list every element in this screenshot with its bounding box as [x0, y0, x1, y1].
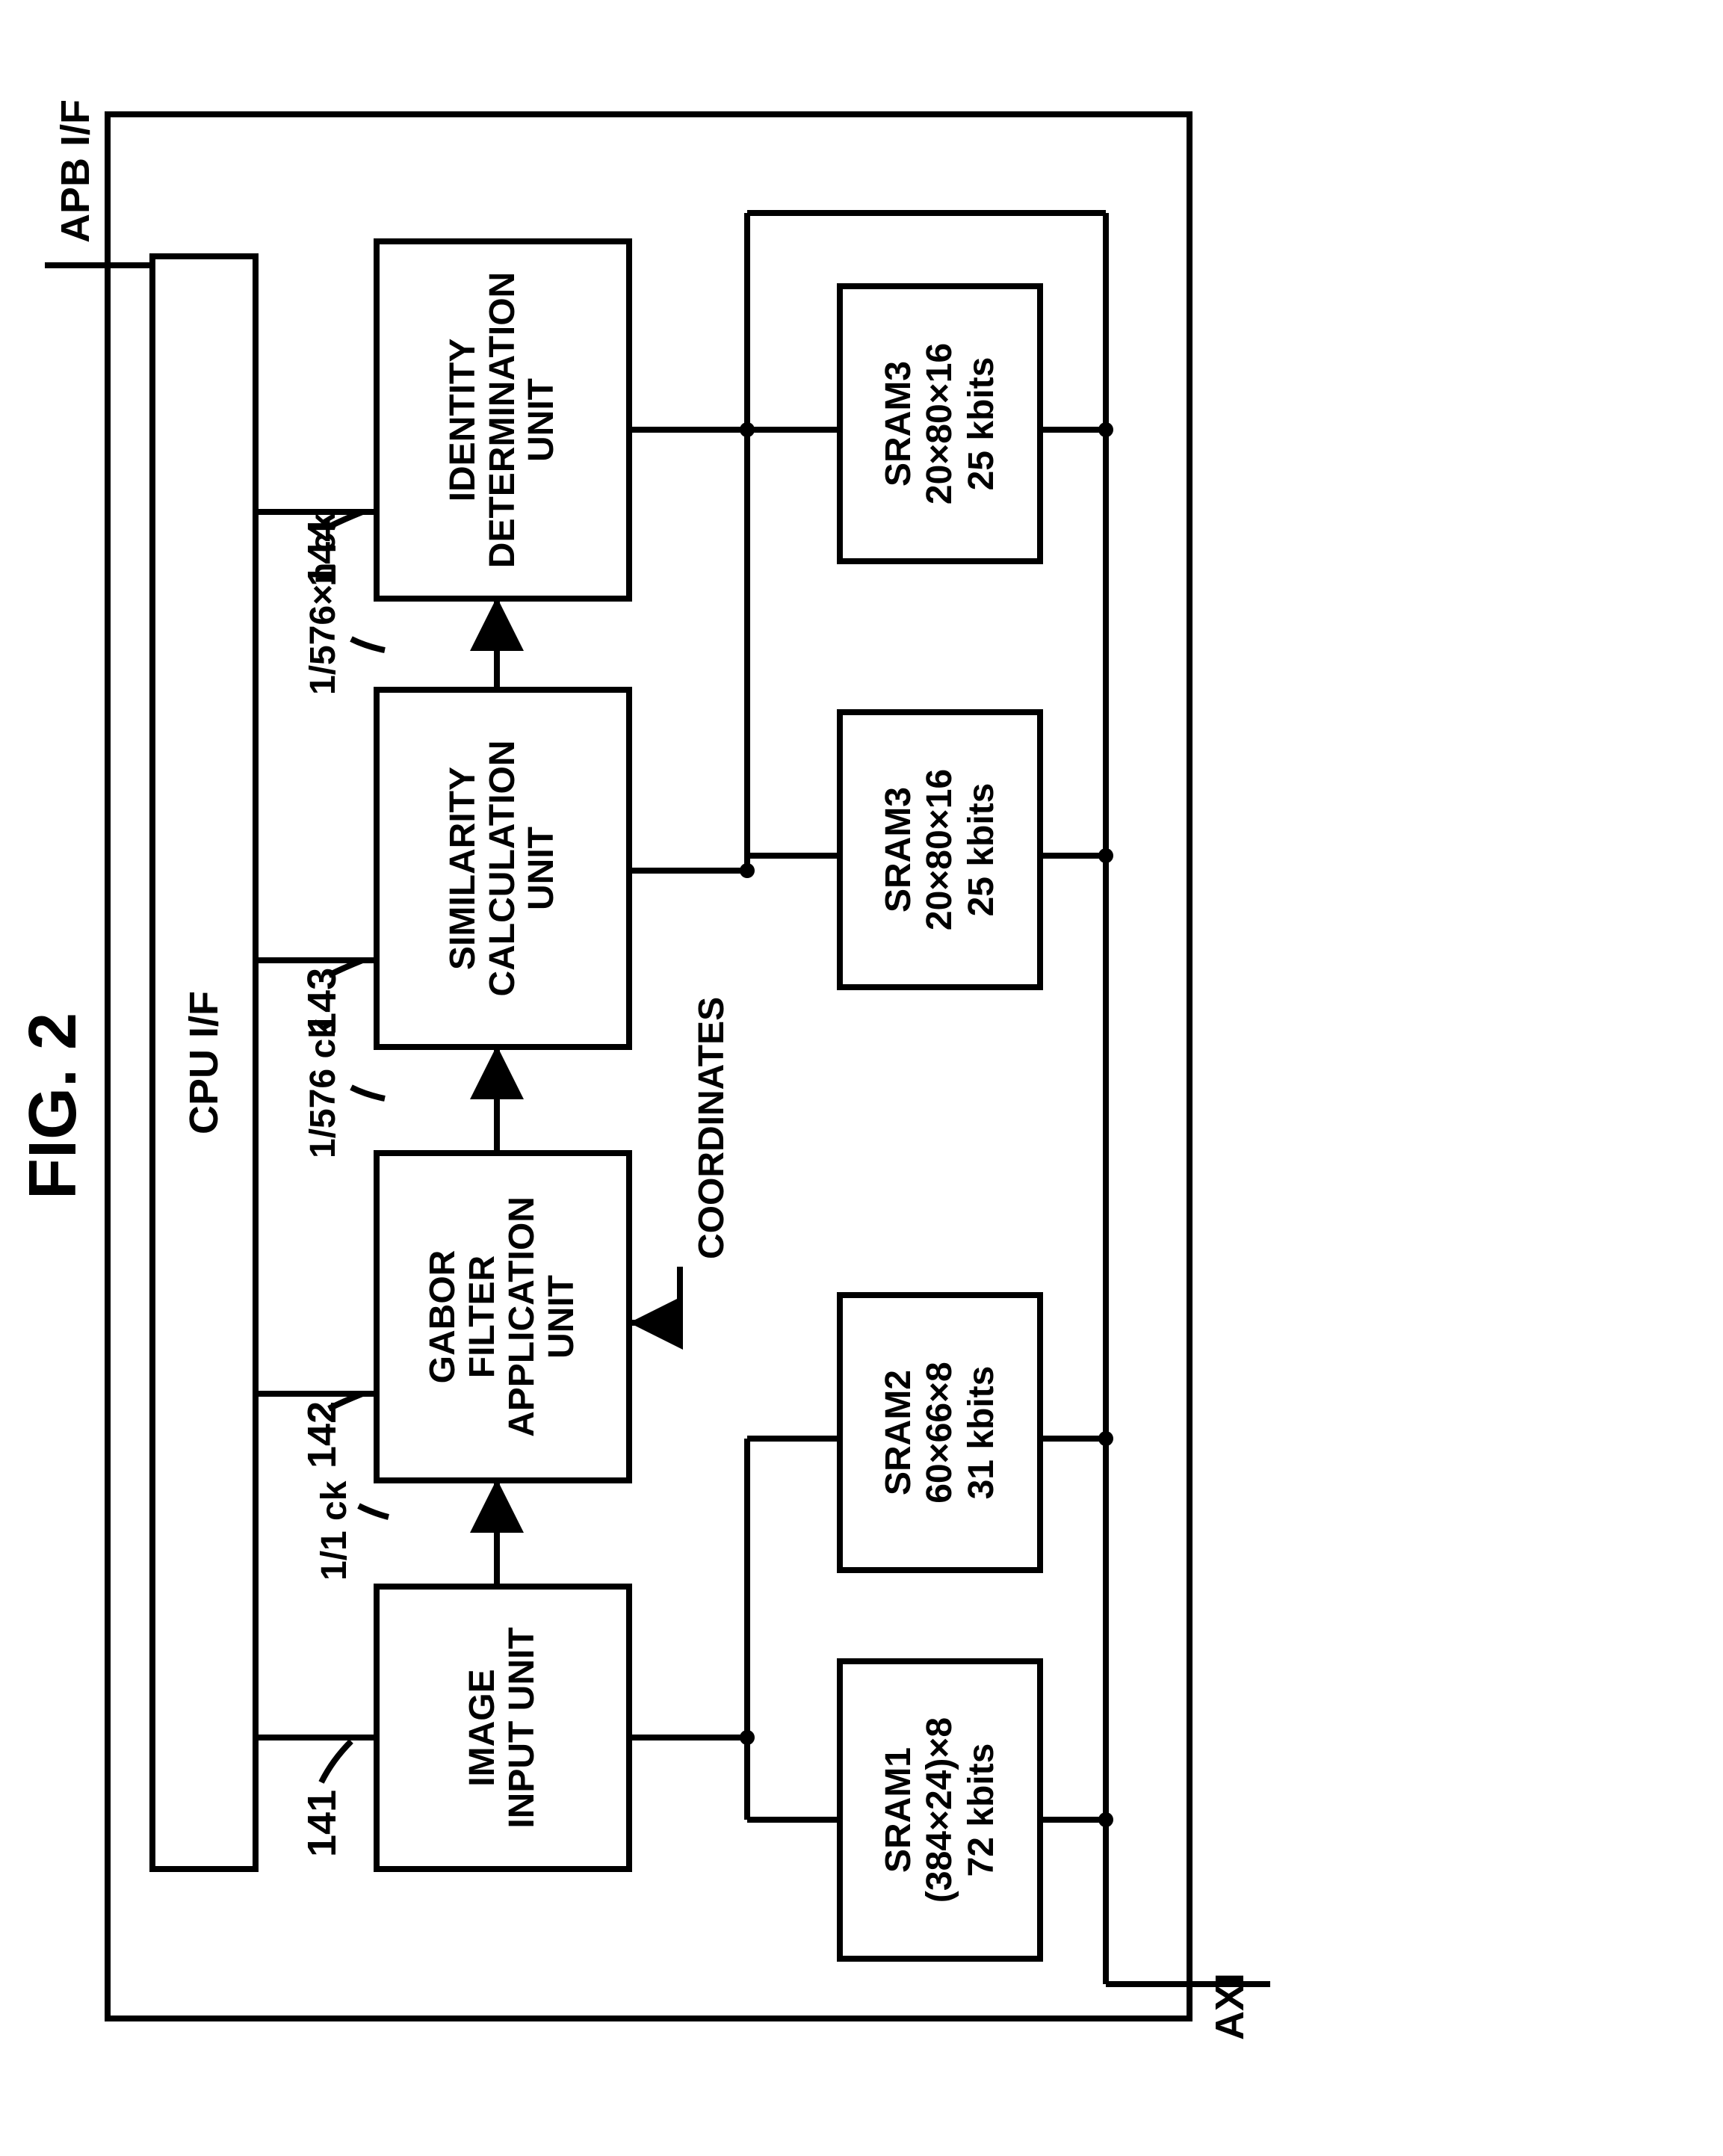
- sram1-block: SRAM1 (384×24)×8 72 kbits: [837, 1658, 1043, 1962]
- sram4-dims: 20×80×16: [919, 343, 960, 504]
- clock-1-576n: 1/576×n ck: [303, 513, 344, 695]
- axi-port-label: AXI: [1207, 1973, 1253, 2040]
- coordinates-label: COORDINATES: [691, 997, 732, 1259]
- sram1-name: SRAM1: [878, 1747, 919, 1873]
- image-input-unit: IMAGE INPUT UNIT: [374, 1584, 632, 1872]
- rotated-canvas: FIG. 2 APB I/F AXI CPU I/F 141 142 143 1…: [0, 0, 1723, 2156]
- sram3-name: SRAM3: [878, 787, 919, 912]
- similarity-calc-unit: SIMILARITY CALCULATION UNIT: [374, 687, 632, 1050]
- figure-title: FIG. 2: [15, 1013, 92, 1199]
- u142-label: GABOR FILTER APPLICATION UNIT: [424, 1196, 581, 1437]
- apb-port-label: APB I/F: [52, 99, 99, 243]
- sram1-dims: (384×24)×8: [919, 1717, 960, 1903]
- clock-1-1: 1/1 ck: [314, 1481, 355, 1581]
- sram2-dims: 60×66×8: [919, 1362, 960, 1504]
- sram2-name: SRAM2: [878, 1370, 919, 1495]
- u143-label: SIMILARITY CALCULATION UNIT: [444, 740, 562, 996]
- sram4-size: 25 kbits: [961, 357, 1002, 491]
- sram1-size: 72 kbits: [961, 1743, 1002, 1877]
- sram3-size: 25 kbits: [961, 783, 1002, 917]
- clock-1-576: 1/576 ck: [303, 1019, 344, 1158]
- sram3-dims: 20×80×16: [919, 769, 960, 930]
- u141-label: IMAGE INPUT UNIT: [463, 1627, 542, 1828]
- ref-142: 142: [299, 1401, 345, 1468]
- sram4-block: SRAM3 20×80×16 25 kbits: [837, 283, 1043, 564]
- sram4-name: SRAM3: [878, 361, 919, 487]
- sram3-block: SRAM3 20×80×16 25 kbits: [837, 709, 1043, 990]
- ref-141: 141: [299, 1790, 345, 1857]
- identity-det-unit: IDENTITY DETERMINATION UNIT: [374, 238, 632, 602]
- page-root: FIG. 2 APB I/F AXI CPU I/F 141 142 143 1…: [0, 0, 1723, 2156]
- sram2-block: SRAM2 60×66×8 31 kbits: [837, 1292, 1043, 1573]
- cpu-if-label: CPU I/F: [181, 991, 227, 1134]
- u144-label: IDENTITY DETERMINATION UNIT: [444, 272, 562, 568]
- sram2-size: 31 kbits: [961, 1366, 1002, 1500]
- gabor-filter-unit: GABOR FILTER APPLICATION UNIT: [374, 1150, 632, 1483]
- cpu-if-block: CPU I/F: [149, 253, 259, 1872]
